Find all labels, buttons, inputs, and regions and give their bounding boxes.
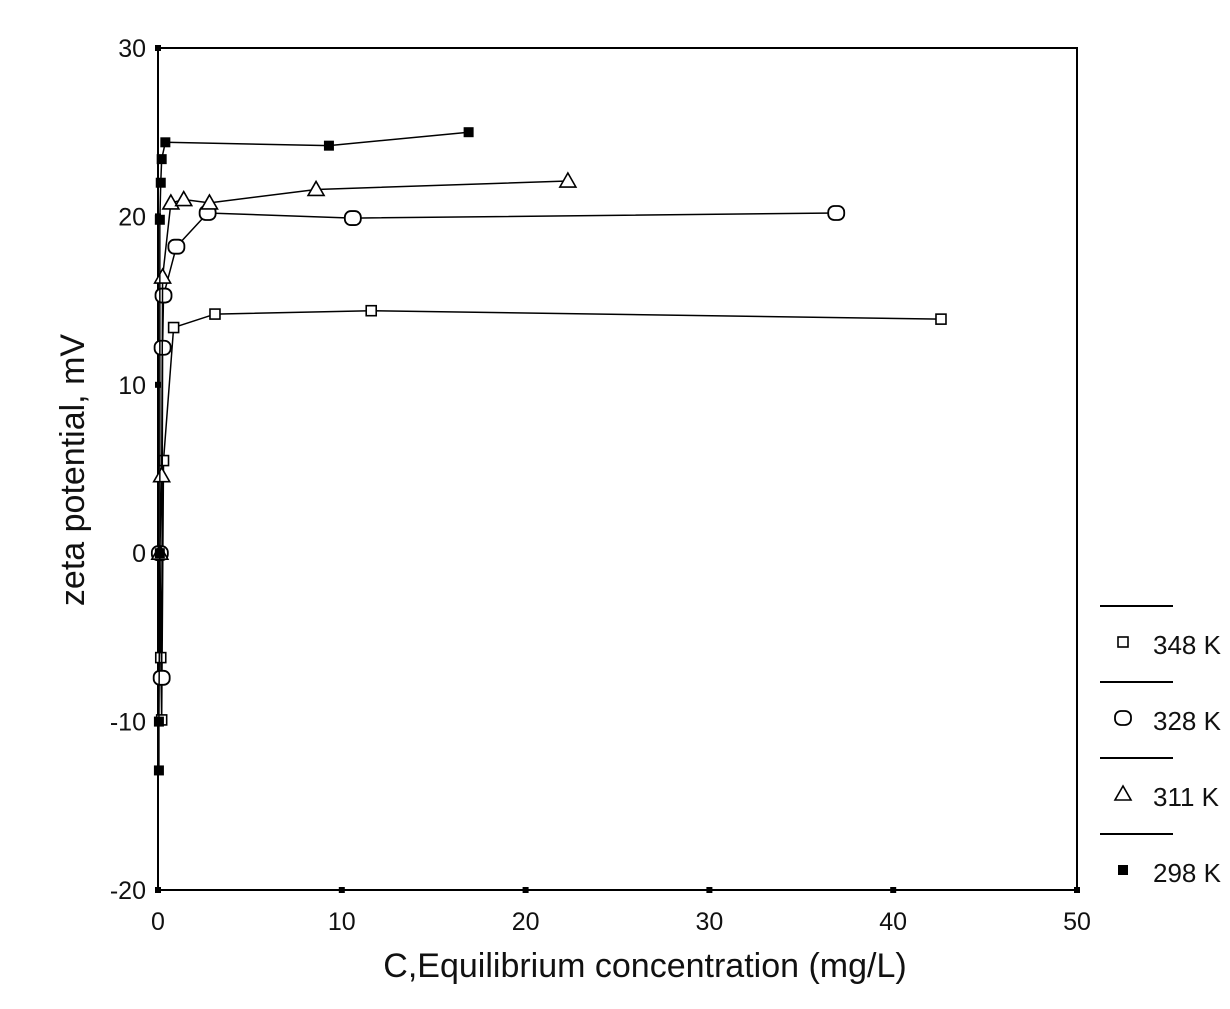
data-point-348-k <box>935 313 947 325</box>
series-311-k <box>150 171 578 561</box>
legend-marker-328-k <box>1114 710 1132 726</box>
data-point-298-k <box>154 214 165 225</box>
data-point-328-k <box>827 205 846 221</box>
data-point-311-k <box>174 189 194 207</box>
y-tick-label: -10 <box>110 709 146 737</box>
data-point-298-k <box>153 765 164 776</box>
x-tick-label: 30 <box>695 908 723 936</box>
data-point-311-k <box>306 179 326 197</box>
x-tick-label: 20 <box>512 908 540 936</box>
data-point-311-k <box>153 267 172 284</box>
legend-item-298-k: 298 K <box>1100 833 1222 888</box>
x-tick-label: 50 <box>1063 908 1091 936</box>
data-point-348-k <box>157 454 170 467</box>
plot-frame <box>157 47 1078 891</box>
legend-label: 348 K <box>1153 630 1222 660</box>
data-point-298-k <box>160 137 171 148</box>
data-point-328-k <box>152 669 171 686</box>
y-tick-label: -20 <box>110 877 146 905</box>
legend-marker-311-k <box>1113 784 1133 801</box>
x-tick-label: 0 <box>151 908 165 936</box>
series-line-348-k <box>159 309 941 720</box>
data-point-311-k <box>200 193 219 210</box>
x-tick-label: 40 <box>879 908 907 936</box>
y-tick-mark <box>155 887 161 893</box>
data-point-298-k <box>155 177 166 188</box>
x-tick-mark <box>1074 887 1080 893</box>
x-tick-mark <box>522 887 529 893</box>
y-axis-label: zeta potential, mV <box>54 334 92 606</box>
series-298-k <box>153 127 474 776</box>
data-point-328-k <box>154 287 173 304</box>
y-tick-label: 0 <box>132 540 146 568</box>
x-axis-label: C,Equilibrium concentration (mg/L) <box>383 947 906 985</box>
legend-item-311-k: 311 K <box>1100 757 1220 812</box>
legend-item-328-k: 328 K <box>1100 681 1222 736</box>
series-348-k <box>154 304 947 726</box>
legend-label: 311 K <box>1153 782 1220 812</box>
y-tick-mark <box>155 381 161 388</box>
x-tick-label: 10 <box>328 908 356 936</box>
y-tick-label: 20 <box>118 203 146 231</box>
legend-item-348-k: 348 K <box>1100 605 1222 660</box>
y-tick-label: 10 <box>118 372 146 400</box>
y-tick-mark <box>155 45 161 51</box>
data-point-298-k <box>463 127 474 138</box>
y-tick-label: 30 <box>118 35 146 63</box>
data-point-298-k <box>154 548 165 559</box>
x-tick-mark <box>338 887 345 893</box>
legend: 348 K 328 K 311 K 298 K <box>1100 605 1222 888</box>
series-layer <box>150 127 947 776</box>
series-line-298-k <box>158 131 469 771</box>
legend-label: 298 K <box>1153 858 1222 888</box>
data-point-311-k <box>152 466 172 483</box>
data-point-311-k <box>558 171 578 188</box>
data-point-348-k <box>209 308 221 320</box>
series-line-328-k <box>159 212 837 678</box>
axis-ticks: 0 10 20 30 40 50 -20 -10 0 10 20 30 <box>110 35 1091 936</box>
series-line-311-k <box>159 180 568 554</box>
data-point-298-k <box>323 140 334 151</box>
series-328-k <box>150 205 846 686</box>
data-point-298-k <box>153 716 164 727</box>
data-point-348-k <box>365 304 378 317</box>
legend-marker-348-k <box>1117 636 1129 648</box>
data-point-328-k <box>167 238 186 255</box>
data-point-328-k <box>343 210 362 226</box>
data-point-311-k <box>161 193 181 210</box>
data-point-348-k <box>167 321 180 334</box>
x-tick-mark <box>890 887 897 893</box>
data-point-298-k <box>156 154 167 165</box>
x-tick-mark <box>706 887 713 893</box>
legend-marker-298-k <box>1118 865 1128 875</box>
legend-label: 328 K <box>1153 706 1222 736</box>
